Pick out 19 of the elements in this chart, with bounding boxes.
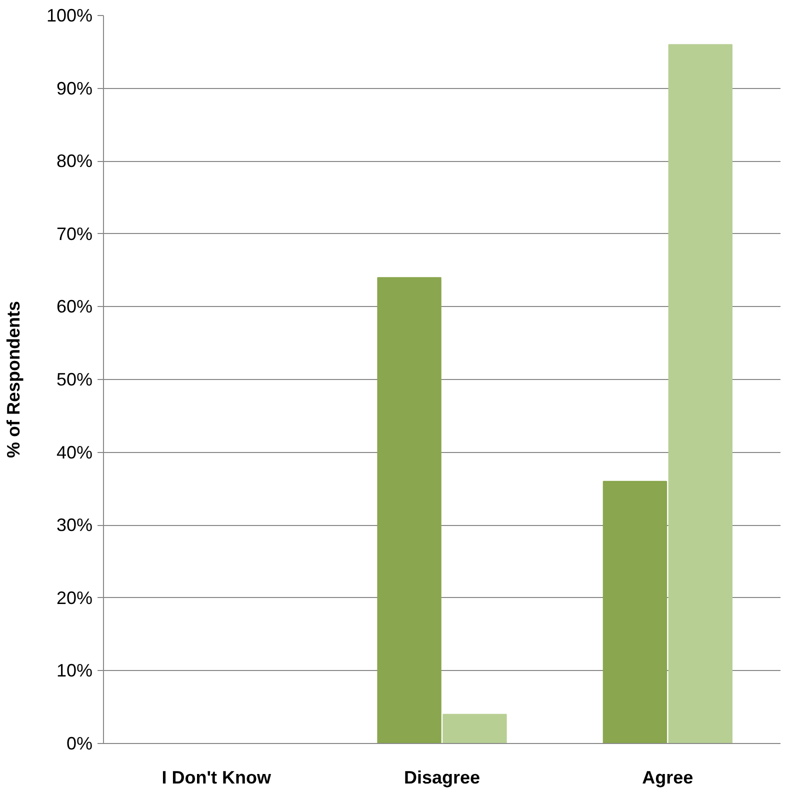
- y-tick-label: 80%: [56, 151, 93, 172]
- bar: [668, 44, 732, 744]
- x-tick-label: Disagree: [404, 768, 480, 788]
- y-tick-label: 30%: [56, 515, 93, 536]
- bar: [442, 714, 507, 744]
- bar: [377, 277, 442, 744]
- bar: [602, 480, 668, 744]
- y-tick-label: 10%: [56, 660, 93, 681]
- y-tick-label: 50%: [56, 370, 93, 390]
- y-axis-title: % of Respondents: [3, 300, 24, 458]
- y-tick-label: 0%: [66, 734, 92, 754]
- y-tick-label: 20%: [56, 588, 93, 608]
- y-tick-label: 40%: [56, 442, 93, 462]
- y-tick-label: 90%: [56, 78, 93, 98]
- y-tick-label: 60%: [56, 296, 93, 317]
- y-tick-label: 70%: [56, 224, 93, 244]
- x-tick-label: I Don't Know: [162, 768, 272, 788]
- x-tick-label: Agree: [642, 768, 694, 788]
- y-tick-label: 100%: [46, 6, 93, 26]
